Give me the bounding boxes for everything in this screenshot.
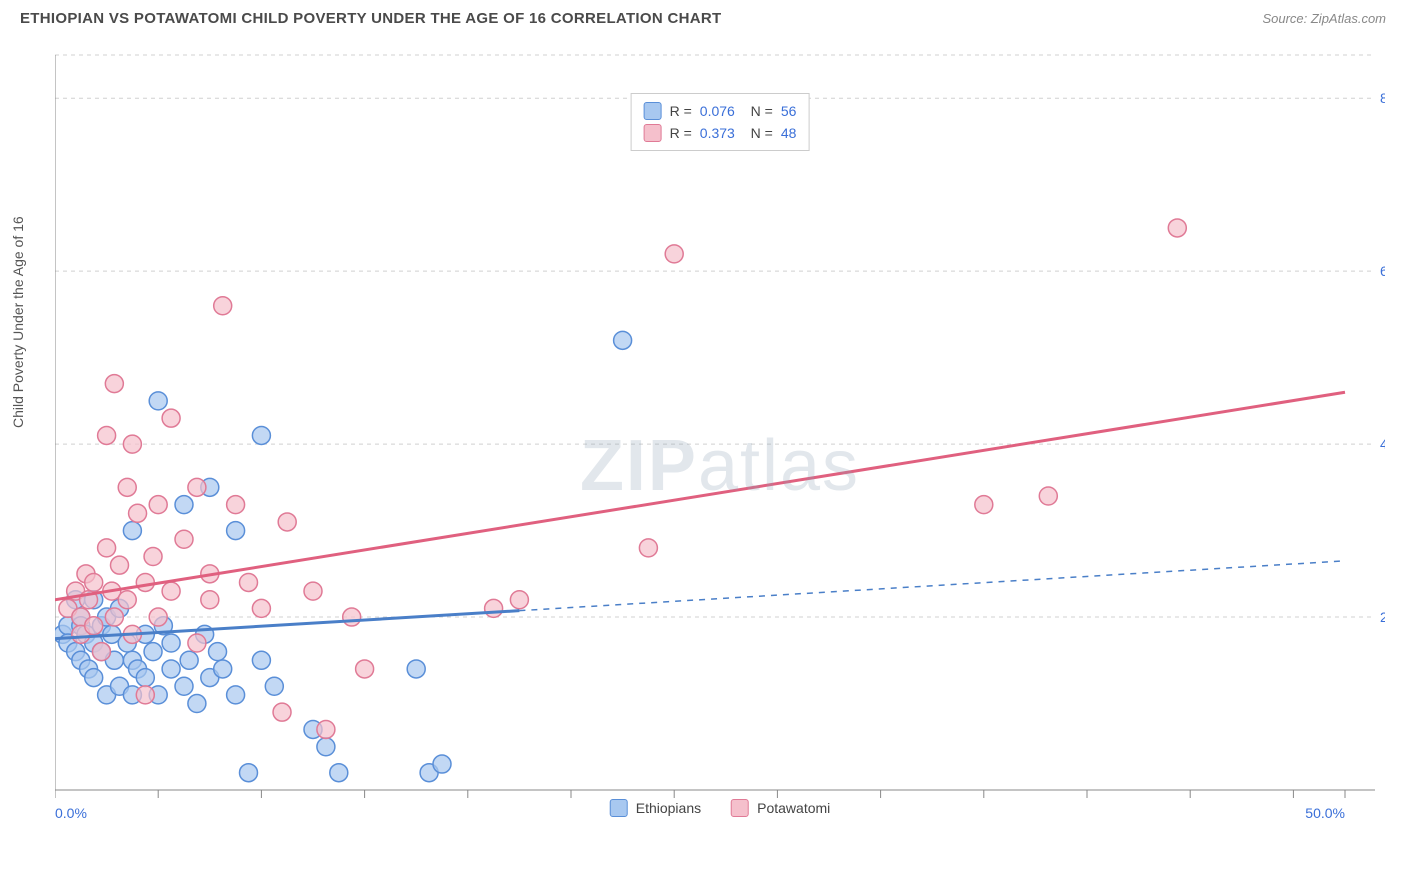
legend-swatch-bottom-potawatomi	[731, 799, 749, 817]
n-value-potawatomi: 48	[781, 125, 797, 141]
correlation-legend: R = 0.076 N = 56 R = 0.373 N = 48	[631, 93, 810, 151]
source-attribution: Source: ZipAtlas.com	[1262, 11, 1386, 26]
svg-text:60.0%: 60.0%	[1380, 263, 1385, 279]
svg-text:20.0%: 20.0%	[1380, 609, 1385, 625]
legend-swatch-bottom-ethiopians	[610, 799, 628, 817]
y-axis-label: Child Poverty Under the Age of 16	[10, 216, 26, 428]
scatter-chart-svg: 20.0% 40.0% 60.0% 80.0% 0.0% 50.0%	[55, 45, 1385, 825]
legend-row-potawatomi: R = 0.373 N = 48	[644, 122, 797, 144]
chart-area: 20.0%40.0%60.0%80.0%0.0%50.0% ZIPatlas R…	[55, 45, 1385, 825]
legend-label-ethiopians: Ethiopians	[636, 800, 701, 816]
r-value-ethiopians: 0.076	[700, 103, 735, 119]
legend-label-potawatomi: Potawatomi	[757, 800, 830, 816]
series-legend: Ethiopians Potawatomi	[610, 799, 831, 817]
chart-header: ETHIOPIAN VS POTAWATOMI CHILD POVERTY UN…	[0, 0, 1406, 32]
legend-swatch-potawatomi	[644, 124, 662, 142]
svg-text:0.0%: 0.0%	[55, 805, 87, 821]
chart-title: ETHIOPIAN VS POTAWATOMI CHILD POVERTY UN…	[20, 10, 721, 27]
svg-text:80.0%: 80.0%	[1380, 90, 1385, 106]
legend-item-potawatomi: Potawatomi	[731, 799, 830, 817]
legend-swatch-ethiopians	[644, 102, 662, 120]
n-value-ethiopians: 56	[781, 103, 797, 119]
svg-text:50.0%: 50.0%	[1305, 805, 1345, 821]
r-value-potawatomi: 0.373	[700, 125, 735, 141]
legend-item-ethiopians: Ethiopians	[610, 799, 701, 817]
svg-text:40.0%: 40.0%	[1380, 436, 1385, 452]
legend-row-ethiopians: R = 0.076 N = 56	[644, 100, 797, 122]
